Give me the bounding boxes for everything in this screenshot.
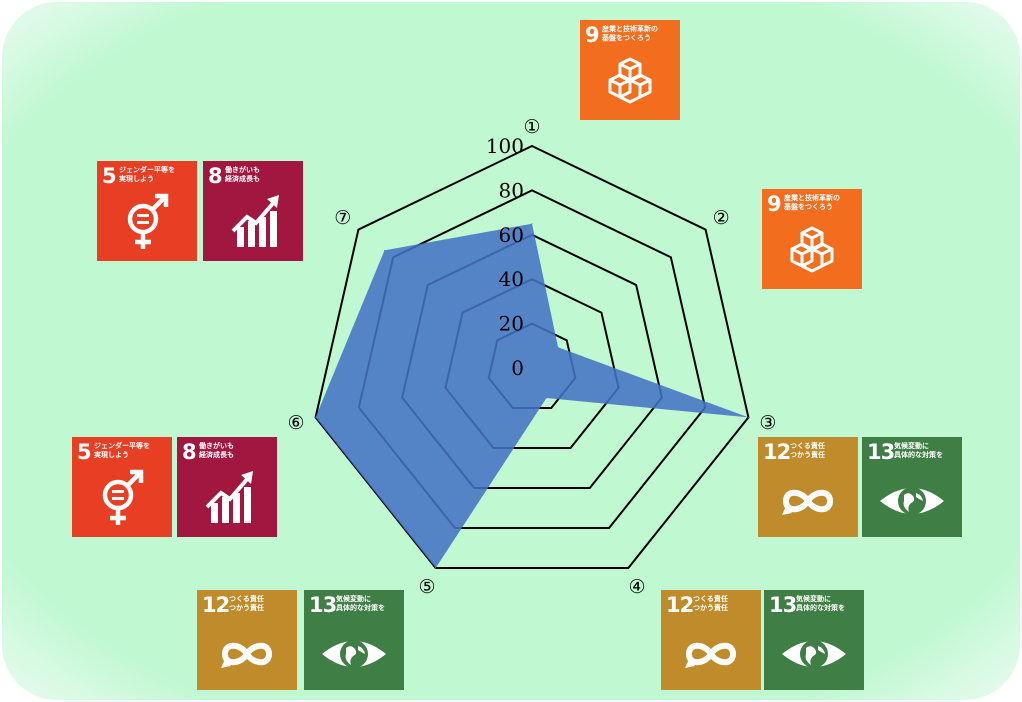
sdg-goal-number: 8 [208,164,223,188]
sdg-goal-number: 13 [867,440,895,464]
sdg-goal-number: 9 [585,23,600,47]
sdg-goal-number: 12 [763,440,791,464]
sdg-goal-caption: ジェンダー平等を 実現しよう [119,166,175,183]
sdg-goal-caption: 働きがいも 経済成長も [199,442,234,459]
growth-chart-icon [205,471,253,523]
sdg-badge-9: 9 産業と技術革新の 基盤をつくろう [580,20,680,120]
sdg-goal-caption: 働きがいも 経済成長も [225,166,260,183]
axis-label: ④ [628,576,645,598]
sdg-badge-9: 9 産業と技術革新の 基盤をつくろう [762,189,862,289]
radial-tick-label: 60 [499,223,524,247]
sdg-goal-caption: 気候変動に 具体的な対策を [796,595,845,612]
radial-tick-label: 0 [511,356,524,380]
data-series-area [315,223,749,569]
gender-equality-icon [102,469,144,525]
sdg-goal-number: 12 [666,593,694,617]
sdg-goal-number: 5 [77,440,92,464]
axis-label: ⑦ [334,207,351,229]
data-point [435,567,437,569]
data-point [557,346,559,348]
data-point [315,416,317,418]
sdg-badge-5: 5 ジェンダー平等を 実現しよう [97,161,197,261]
sdg-goal-caption: つくる責任 つかう責任 [790,442,825,459]
sdg-goal-caption: 気候変動に 具体的な対策を [336,595,385,612]
radial-tick-label: 40 [499,267,524,291]
sdg-goal-caption: つくる責任 つかう責任 [693,595,728,612]
sdg-goal-number: 12 [202,593,230,617]
data-point [747,416,749,418]
radial-tick-label: 20 [499,312,524,336]
sdg-badge-13: 13 気候変動に 具体的な対策を [764,590,864,690]
sdg-badge-8: 8 働きがいも 経済成長も [177,437,277,537]
sdg-badge-12: 12 つくる責任 つかう責任 [197,590,297,690]
data-point [383,249,385,251]
sdg-goal-number: 13 [309,593,337,617]
axis-label: ③ [759,412,776,434]
axis-label: ① [523,116,540,138]
infinity-icon [782,489,834,515]
cubes-icon [790,226,834,273]
data-point [545,397,547,399]
axis-label: ② [713,207,730,229]
sdg-badge-13: 13 気候変動に 具体的な対策を [304,590,404,690]
radial-tick-label: 80 [499,178,524,202]
infinity-icon [221,642,273,668]
sdg-goal-number: 13 [769,593,797,617]
sdg-goal-caption: 産業と技術革新の 基盤をつくろう [784,194,840,211]
growth-chart-icon [231,195,279,247]
sdg-badge-8: 8 働きがいも 経済成長も [203,161,303,261]
sdg-goal-number: 9 [767,192,782,216]
grid-ring [314,144,750,570]
data-point [531,223,533,225]
cubes-icon [608,57,652,104]
sdg-badge-12: 12 つくる責任 つかう責任 [661,590,761,690]
sdg-goal-number: 8 [182,440,197,464]
sdg-goal-number: 5 [102,164,117,188]
sdg-goal-caption: ジェンダー平等を 実現しよう [94,442,150,459]
sdg-goal-caption: 産業と技術革新の 基盤をつくろう [602,25,658,42]
infinity-icon [685,642,737,668]
sdg-goal-caption: つくる責任 つかう責任 [229,595,264,612]
earth-eye-icon [782,640,846,668]
sdg-badge-5: 5 ジェンダー平等を 実現しよう [72,437,172,537]
axis-label: ⑤ [418,576,435,598]
earth-eye-icon [322,640,386,668]
gender-equality-icon [127,193,169,249]
radial-tick-label: 100 [486,134,524,158]
sdg-badge-13: 13 気候変動に 具体的な対策を [862,437,962,537]
axis-label: ⑥ [288,412,305,434]
sdg-goal-caption: 気候変動に 具体的な対策を [894,442,943,459]
earth-eye-icon [880,487,944,515]
sdg-badge-12: 12 つくる責任 つかう責任 [758,437,858,537]
